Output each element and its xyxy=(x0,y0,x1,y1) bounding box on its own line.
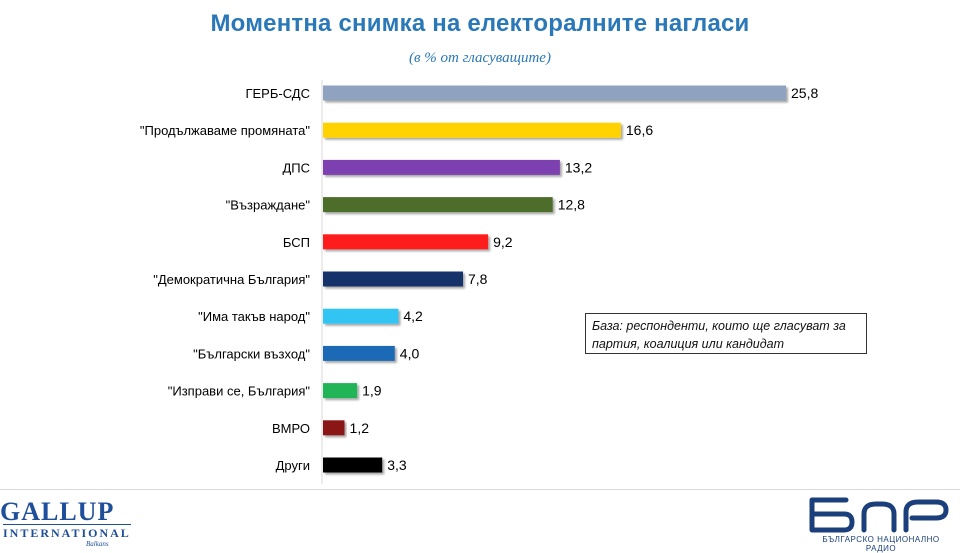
bnr-logo-mark xyxy=(809,497,949,533)
bar xyxy=(323,122,621,138)
gallup-logo: GALLUP INTERNATIONAL Balkans xyxy=(0,497,135,548)
bar xyxy=(323,234,489,250)
value-label: 9,2 xyxy=(493,234,513,250)
value-label: 16,6 xyxy=(626,122,653,138)
bar xyxy=(323,85,786,101)
category-label: "Български възход" xyxy=(193,346,310,361)
value-label: 12,8 xyxy=(558,197,585,213)
chart-title: Моментна снимка на електоралните нагласи xyxy=(210,10,750,37)
category-label: ВМРО xyxy=(272,421,310,436)
category-label: "Демократична България" xyxy=(153,272,310,287)
value-label: 1,2 xyxy=(350,420,370,436)
bar xyxy=(323,197,553,213)
value-label: 1,9 xyxy=(362,383,382,399)
category-label: "Има такъв народ" xyxy=(198,309,310,324)
category-label: БСП xyxy=(283,235,310,250)
value-label: 7,8 xyxy=(468,271,488,287)
base-note: База: респонденти, които ще гласуват за … xyxy=(585,313,867,354)
value-label: 13,2 xyxy=(565,159,592,175)
value-label: 25,8 xyxy=(791,85,818,101)
bnr-logo-caption: БЪЛГАРСКО НАЦИОНАЛНО РАДИО xyxy=(822,535,940,553)
category-label: "Възраждане" xyxy=(226,198,311,213)
category-label: ДПС xyxy=(282,160,310,175)
value-label: 4,0 xyxy=(400,345,420,361)
category-label: "Изправи се, България" xyxy=(168,384,311,399)
bar xyxy=(323,271,463,287)
bar xyxy=(323,383,358,399)
category-label: Други xyxy=(276,458,310,473)
gallup-logo-region: Balkans xyxy=(86,540,109,548)
bar xyxy=(323,345,395,361)
footer-divider xyxy=(0,489,960,490)
bar xyxy=(323,457,383,473)
chart-subtitle: (в % от гласуващите) xyxy=(409,50,551,66)
bar xyxy=(323,420,345,436)
gallup-logo-text: GALLUP xyxy=(0,497,115,526)
bar xyxy=(323,308,399,324)
value-label: 4,2 xyxy=(403,308,423,324)
category-label: "Продължаваме промяната" xyxy=(140,123,310,138)
category-label: ГЕРБ-СДС xyxy=(245,86,310,101)
value-label: 3,3 xyxy=(387,457,407,473)
bnr-logo: БЪЛГАРСКО НАЦИОНАЛНО РАДИО xyxy=(806,494,956,553)
bar xyxy=(323,159,560,175)
gallup-logo-subtext: INTERNATIONAL xyxy=(3,524,131,540)
